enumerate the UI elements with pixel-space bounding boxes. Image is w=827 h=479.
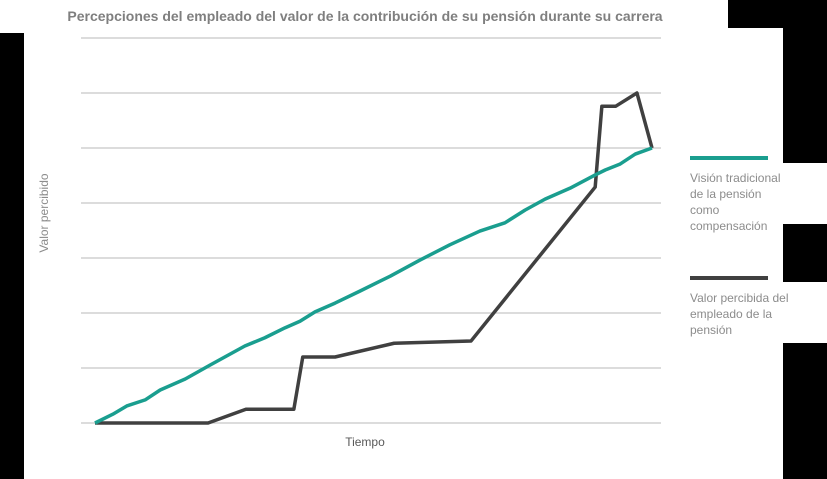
- black-mask-right-3: [783, 343, 827, 479]
- legend-box-1: [680, 163, 825, 224]
- legend-label-traditional: Visión tradicional de la pensión como co…: [690, 171, 781, 233]
- black-mask-top-right: [728, 0, 827, 28]
- legend-swatch-traditional: [690, 156, 768, 160]
- chart-title: Percepciones del empleado del valor de l…: [67, 8, 663, 24]
- series-line-traditional: [94, 146, 653, 425]
- legend-box-2: [680, 282, 827, 343]
- black-mask-left: [0, 33, 24, 479]
- legend-swatch-perceived: [690, 276, 768, 280]
- black-mask-right-1: [783, 28, 827, 163]
- y-axis-label: Valor percibido: [37, 173, 51, 253]
- x-axis-label: Tiempo: [345, 435, 385, 449]
- black-mask-right-2: [783, 224, 827, 282]
- legend-label-perceived: Valor percibida del empleado de la pensi…: [690, 291, 789, 337]
- series-line-perceived: [95, 91, 654, 425]
